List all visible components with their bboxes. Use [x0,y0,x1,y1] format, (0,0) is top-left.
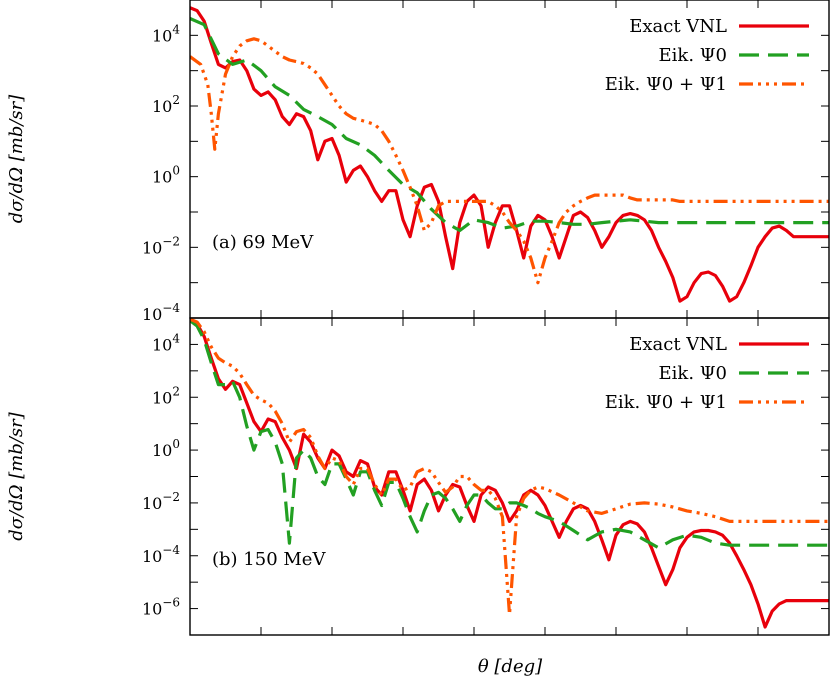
y-tick-label: 104 [152,22,180,45]
y-tick-label: 10−6 [142,596,180,619]
plot-frame [189,0,830,319]
y-tick-label: 10−4 [142,543,180,566]
legend-label-1: Eik. Ψ0 [659,45,727,66]
legend-label-2: Eik. Ψ0 + Ψ1 [605,392,727,413]
y-tick-label: 10−4 [142,301,180,324]
y-tick-label: 100 [152,164,180,187]
series-line-exact [190,319,829,629]
y-axis-label: dσ/dΩ [mb/sr] [6,94,27,224]
series-line-eik-psi0-psi1 [190,37,829,285]
legend-label-0: Exact VNL [629,16,727,37]
y-tick-label: 100 [152,437,180,460]
panel-a: 104 102 100 10−2 10−4 dσ/dΩ [mb/sr] (a) 69 MeV… [6,0,830,324]
legend-label-1: Eik. Ψ0 [659,363,727,384]
series-group [190,318,829,629]
series-line-eik-psi0 [190,319,829,550]
y-tick-label: 10−2 [142,234,180,257]
series-line-eik-psi0 [190,17,829,233]
series-line-exact [190,6,829,303]
y-axis-label: dσ/dΩ [mb/sr] [6,411,27,541]
legend-label-2: Eik. Ψ0 + Ψ1 [605,74,727,95]
y-tick-label: 102 [152,93,180,116]
y-tick-label: 104 [152,331,180,354]
y-tick-label: 10−2 [142,490,180,513]
plot-frame [189,317,830,636]
panel-annotation: (a) 69 MeV [212,232,314,253]
y-tick-label: 102 [152,384,180,407]
panel-b: 104 102 100 10−2 10−4 10−6 dσ/dΩ [mb/sr] (b) 15… [6,317,830,636]
series-group [190,6,829,303]
series-line-eik-psi0-psi1 [190,318,829,617]
panel-annotation: (b) 150 MeV [212,549,326,570]
x-axis-label: θ [deg] [478,656,543,677]
legend-label-0: Exact VNL [629,334,727,355]
